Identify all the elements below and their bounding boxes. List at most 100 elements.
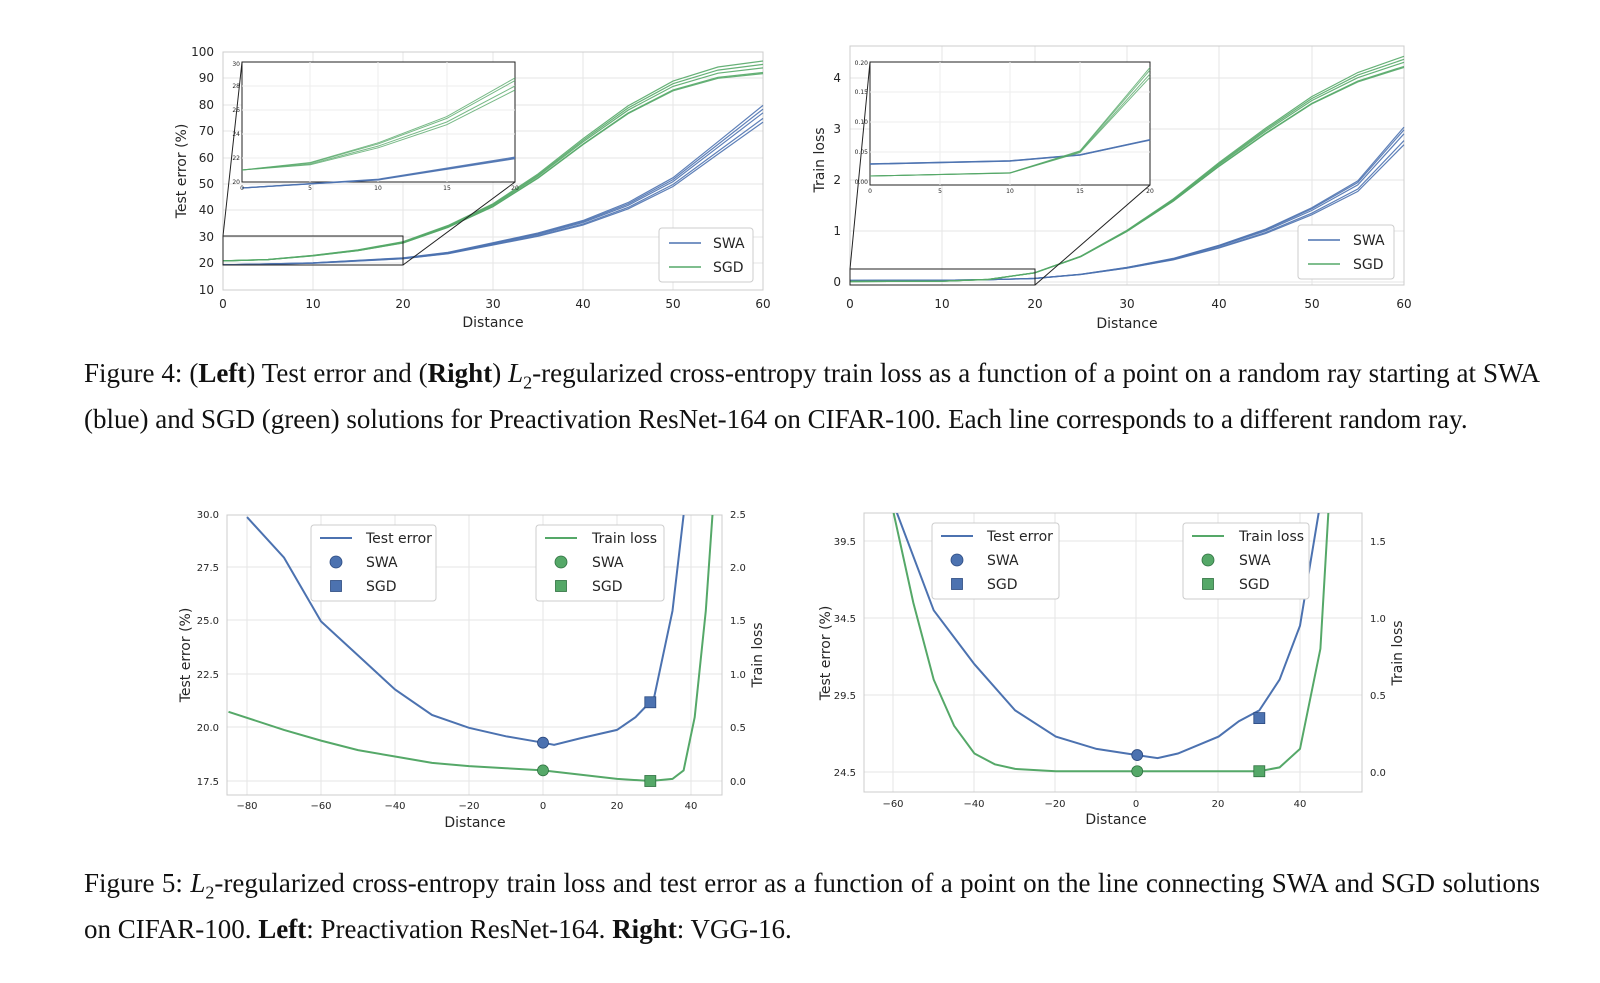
y-tick: 29.5 — [834, 691, 856, 702]
legend-label: SWA — [366, 555, 398, 571]
y-tick: 22.5 — [197, 670, 219, 681]
y-tick: 3 — [833, 122, 841, 136]
x-tick: 60 — [755, 297, 770, 311]
sgd-marker-icon — [1202, 578, 1214, 590]
y2-tick: 1.0 — [1370, 614, 1386, 625]
y-tick: 25.0 — [197, 616, 219, 627]
fig4-left-chart: 10 20 30 40 50 60 70 80 90 100 0 10 20 3… — [174, 45, 771, 331]
inset-sgd-line — [241, 89, 516, 171]
fig4-left-lines — [222, 60, 764, 266]
inset-x-tick: 5 — [938, 188, 942, 195]
x-tick: 30 — [485, 297, 500, 311]
swa-marker-icon — [329, 555, 343, 569]
caption-text: : VGG-16. — [676, 914, 792, 945]
y-tick: 50 — [199, 177, 214, 191]
legend-label: Train loss — [591, 531, 657, 547]
fig5-left-legend-train: Train loss SWA SGD — [535, 524, 665, 602]
swa-marker-icon — [1201, 553, 1215, 567]
train-sgd-marker — [644, 775, 657, 787]
caption-bold: Right — [427, 358, 493, 388]
y-tick: 100 — [191, 45, 214, 59]
y2-axis-label: Train loss — [750, 622, 766, 688]
legend-label: SWA — [713, 236, 745, 252]
inset-y-tick: 0.15 — [855, 89, 869, 96]
train-sgd-marker — [1253, 765, 1266, 778]
legend-label: SGD — [987, 577, 1018, 593]
inset-y-tick: 26 — [232, 107, 240, 114]
caption-text: Figure 4: ( — [84, 358, 199, 388]
y2-tick: 0.0 — [1370, 768, 1386, 779]
y2-tick: 2.5 — [730, 510, 746, 521]
inset-sgd-line — [241, 77, 516, 171]
inset-y-tick: 30 — [232, 61, 240, 68]
fig5-right-lines — [892, 513, 1330, 778]
caption-text: -regularized cross-entropy train loss as… — [84, 358, 1540, 435]
y-tick: 17.5 — [197, 777, 219, 788]
y-tick: 30.0 — [197, 510, 219, 521]
x-tick: 40 — [575, 297, 590, 311]
y2-tick: 1.0 — [730, 670, 746, 681]
fig5-left-legend-test: Test error SWA SGD — [310, 524, 437, 602]
x-axis-label: Distance — [1085, 812, 1146, 828]
fig4-right-lines — [849, 55, 1405, 283]
legend-label: Test error — [986, 529, 1053, 545]
x-tick: 50 — [1304, 297, 1319, 311]
inset-sgd-line — [869, 67, 1151, 177]
inset-y-tick: 0.20 — [855, 60, 869, 67]
inset-x-tick: 10 — [374, 185, 382, 192]
y-axis-label: Test error (%) — [174, 124, 190, 220]
sgd-marker-icon — [555, 580, 567, 592]
y-tick: 27.5 — [197, 563, 219, 574]
y2-tick: 0.5 — [730, 723, 746, 734]
legend-label: SGD — [1239, 577, 1270, 593]
x-tick: 20 — [395, 297, 410, 311]
caption-math-sub: 2 — [523, 372, 533, 393]
zoom-connector — [1034, 184, 1151, 286]
zoom-connector — [222, 61, 243, 237]
y-tick: 1 — [833, 224, 841, 238]
fig5-right-chart: 24.5 29.5 34.5 39.5 0.0 0.5 1.0 1.5 −60 … — [818, 512, 1406, 828]
legend-label: SGD — [366, 579, 397, 595]
caption-math: L — [508, 358, 524, 388]
caption-text: -regularized cross-entropy train loss an… — [84, 868, 1540, 945]
legend-label: SWA — [987, 553, 1019, 569]
inset-sgd-line — [241, 85, 516, 171]
swa-marker-icon — [950, 553, 964, 567]
test-sgd-marker — [644, 696, 657, 709]
fig5-right-legend-train: Train loss SWA SGD — [1182, 522, 1310, 600]
inset-y-tick: 0.00 — [855, 179, 869, 186]
swa-marker-icon — [554, 555, 568, 569]
sgd-line — [222, 73, 764, 262]
y-tick: 30 — [199, 230, 214, 244]
x-tick: −40 — [384, 801, 405, 812]
x-tick: 30 — [1119, 297, 1134, 311]
train-swa-marker — [1131, 765, 1144, 778]
fig5-left-lines — [228, 515, 714, 787]
figure4-caption: Figure 4: (Left) Test error and (Right) … — [84, 358, 1540, 435]
train-swa-marker — [537, 764, 549, 777]
zoom-connector — [402, 181, 516, 266]
x-tick: −20 — [1044, 799, 1065, 810]
legend-label: Train loss — [1238, 529, 1304, 545]
inset-y-tick: 22 — [232, 155, 240, 162]
inset-y-tick: 0.10 — [855, 119, 869, 126]
inset-y-tick: 28 — [232, 83, 240, 90]
y-tick: 0 — [833, 275, 841, 289]
inset-x-tick: 15 — [1076, 188, 1084, 195]
test-swa-marker — [537, 736, 549, 749]
inset-y-tick: 0.05 — [855, 149, 869, 156]
train-loss-line — [892, 513, 1330, 773]
legend-label: SGD — [713, 260, 744, 276]
sgd-marker-icon — [330, 580, 342, 592]
test-error-line — [895, 513, 1320, 760]
y-tick: 24.5 — [834, 768, 856, 779]
x-tick: 50 — [665, 297, 680, 311]
x-tick: −60 — [310, 801, 331, 812]
caption-bold: Left — [198, 358, 247, 388]
test-swa-marker — [1131, 749, 1144, 761]
caption-bold: Right — [612, 914, 677, 945]
x-tick: 0 — [219, 297, 227, 311]
legend-label: SWA — [1353, 233, 1385, 249]
y-tick: 90 — [199, 71, 214, 85]
x-tick: 60 — [1396, 297, 1411, 311]
